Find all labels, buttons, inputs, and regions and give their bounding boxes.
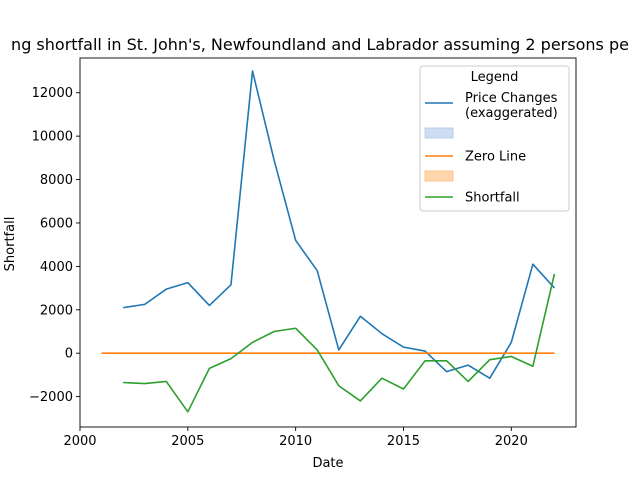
legend-swatch-patch	[424, 170, 454, 182]
y-tick-label: 0	[65, 347, 73, 362]
chart-title: ng shortfall in St. John's, Newfoundland…	[11, 35, 629, 54]
legend-swatch-patch	[424, 127, 454, 139]
axes: 2000 2005 2010 2015 2020 −2000 0 2000 4000 6000 80…	[29, 57, 577, 449]
legend-label: Price Changes (exaggerated)	[465, 91, 558, 121]
x-tick-label: 2000	[63, 434, 96, 449]
y-tick-label: 6000	[40, 216, 73, 231]
legend: Legend Price Changes (exaggerated) Zero Lin…	[419, 65, 570, 212]
x-tick-label: 2010	[279, 434, 312, 449]
y-tick-label: −2000	[29, 390, 73, 405]
x-tick-label: 2015	[387, 434, 420, 449]
legend-label: Shortfall	[465, 191, 520, 206]
y-axis-label: Shortfall	[3, 217, 18, 272]
y-tick-label: 8000	[40, 173, 73, 188]
y-tick-label: 12000	[32, 86, 73, 101]
legend-label: Zero Line	[465, 150, 526, 165]
series-line-2	[123, 273, 556, 413]
y-tick-label: 2000	[40, 303, 73, 318]
axes-frame	[79, 57, 577, 428]
x-tick-label: 2005	[171, 434, 204, 449]
plot-area	[101, 70, 556, 413]
legend-box	[419, 65, 570, 212]
x-axis-label: Date	[312, 456, 343, 471]
y-tick-label: 10000	[32, 130, 73, 145]
y-tick-label: 4000	[40, 260, 73, 275]
x-tick-label: 2020	[495, 434, 528, 449]
legend-title: Legend	[471, 70, 519, 85]
